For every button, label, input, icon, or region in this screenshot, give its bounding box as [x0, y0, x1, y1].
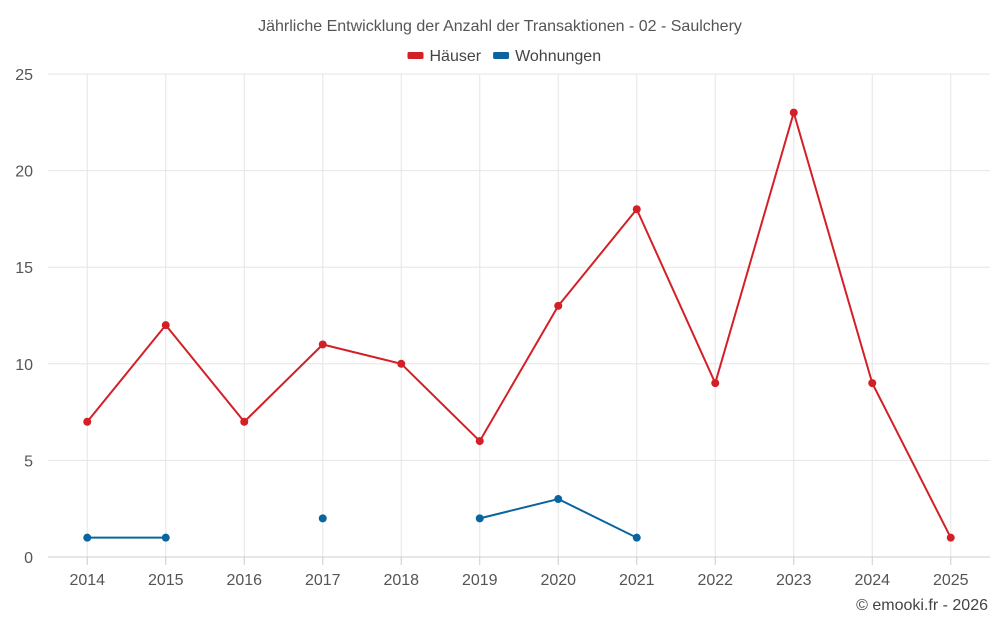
data-point — [161, 321, 170, 330]
data-point — [789, 108, 798, 117]
x-tick-label: 2017 — [305, 572, 341, 589]
y-tick-label: 10 — [15, 357, 33, 374]
x-axis-ticks: 2014 2015 2016 2017 2018 2019 2020 2021 2022 2023… — [69, 557, 969, 589]
data-point — [946, 533, 955, 542]
x-tick-label: 2016 — [226, 572, 262, 589]
y-axis-ticks: 0 5 10 15 20 25 — [15, 67, 33, 567]
series-wohnungen — [83, 495, 641, 542]
x-tick-label: 2020 — [540, 572, 576, 589]
legend-swatch — [493, 52, 510, 59]
x-tick-label: 2018 — [383, 572, 419, 589]
data-point — [397, 359, 406, 368]
chart-title: Jährliche Entwicklung der Anzahl der Tra… — [258, 18, 742, 35]
data-point — [711, 379, 720, 388]
legend-item-haeuser: Häuser — [407, 48, 482, 65]
data-point — [554, 301, 563, 310]
x-tick-label: 2023 — [776, 572, 812, 589]
grid — [48, 73, 990, 558]
data-point — [318, 514, 327, 523]
data-point — [475, 437, 484, 446]
data-point — [554, 495, 563, 504]
data-point — [632, 205, 641, 214]
y-tick-label: 20 — [15, 164, 33, 181]
series-haeuser — [83, 108, 955, 542]
legend-swatch — [407, 52, 424, 59]
x-tick-label: 2021 — [619, 572, 655, 589]
x-tick-label: 2024 — [854, 572, 890, 589]
legend-label: Wohnungen — [515, 48, 601, 65]
series-line — [86, 111, 952, 539]
legend-item-wohnungen: Wohnungen — [493, 48, 601, 65]
data-point — [318, 340, 327, 349]
data-point — [632, 533, 641, 542]
y-tick-label: 5 — [24, 453, 33, 470]
x-tick-label: 2025 — [933, 572, 969, 589]
data-point — [83, 417, 92, 426]
data-point — [240, 417, 249, 426]
series-layer — [83, 108, 955, 542]
data-point — [83, 533, 92, 542]
credit-text: © emooki.fr - 2026 — [856, 597, 988, 614]
x-tick-label: 2014 — [69, 572, 105, 589]
x-tick-label: 2015 — [148, 572, 184, 589]
x-tick-label: 2019 — [462, 572, 498, 589]
data-point — [868, 379, 877, 388]
x-tick-label: 2022 — [697, 572, 733, 589]
y-tick-label: 0 — [24, 550, 33, 567]
y-tick-label: 25 — [15, 67, 33, 84]
data-point — [475, 514, 484, 523]
legend-label: Häuser — [430, 48, 482, 65]
y-tick-label: 15 — [15, 260, 33, 277]
legend: Häuser Wohnungen — [407, 48, 601, 65]
data-point — [161, 533, 170, 542]
